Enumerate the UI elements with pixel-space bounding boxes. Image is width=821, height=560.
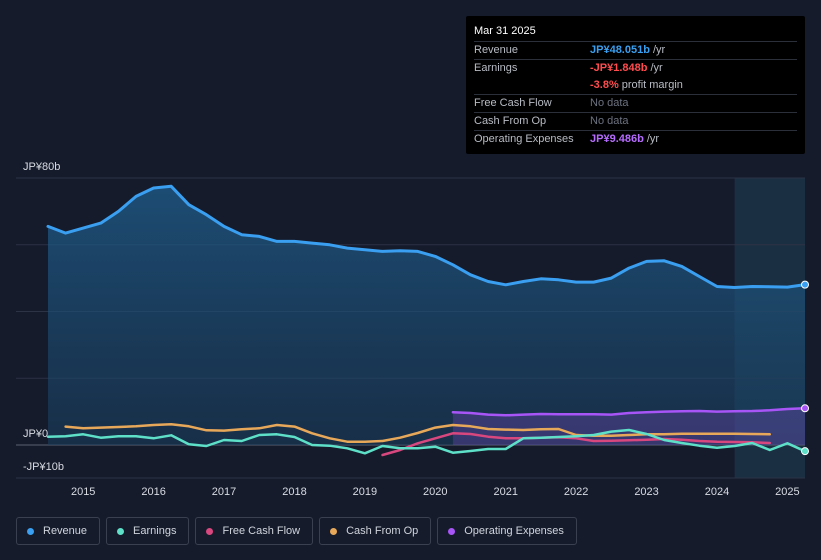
- tooltip-label-opex: Operating Expenses: [474, 133, 574, 145]
- x-tick-2016: 2016: [141, 486, 165, 498]
- tooltip-label-revenue: Revenue: [474, 44, 519, 56]
- legend-operating-expenses-dot: [448, 527, 456, 535]
- operating-expenses-line: [451, 407, 807, 417]
- earnings-end-marker: [801, 447, 809, 456]
- tooltip-label-earnings: Earnings: [474, 62, 518, 74]
- y-label-0: JP¥80b: [23, 161, 60, 173]
- tooltip-date: Mar 31 2025: [474, 22, 797, 42]
- operating-expenses-end-marker: [801, 404, 809, 413]
- revenue-line: [46, 184, 807, 289]
- x-tick-2018: 2018: [282, 486, 306, 498]
- tooltip-row-earnings: Earnings -JP¥1.848b/yr: [474, 60, 797, 77]
- free-cash-flow-line: [381, 432, 772, 457]
- x-tick-2019: 2019: [353, 486, 377, 498]
- tooltip-label-fcf: Free Cash Flow: [474, 97, 552, 109]
- tooltip-unit-margin: profit margin: [621, 79, 683, 91]
- legend-free-cash-flow[interactable]: Free Cash Flow: [195, 517, 314, 545]
- tooltip-label-cfo: Cash From Op: [474, 115, 547, 127]
- tooltip-unit-revenue: /yr: [652, 44, 666, 56]
- legend-earnings-dot: [117, 527, 125, 535]
- legend-operating-expenses[interactable]: Operating Expenses: [437, 517, 577, 545]
- x-tick-2025: 2025: [775, 486, 799, 498]
- operating-expenses-area: [452, 408, 805, 445]
- legend-cash-from-op-label: Cash From Op: [346, 525, 419, 537]
- x-tick-2021: 2021: [493, 486, 517, 498]
- tooltip-row-fcf: Free Cash Flow No data: [474, 95, 797, 113]
- tooltip-row-revenue: Revenue JP¥48.051b/yr: [474, 42, 797, 60]
- tooltip-row-margin: -3.8% profit margin: [474, 77, 797, 95]
- legend-free-cash-flow-dot: [206, 527, 214, 535]
- legend-operating-expenses-label: Operating Expenses: [464, 525, 564, 537]
- legend-earnings-label: Earnings: [133, 525, 177, 537]
- earnings-line: [46, 428, 807, 455]
- y-label-1: JP¥0: [23, 428, 48, 440]
- legend-cash-from-op[interactable]: Cash From Op: [319, 517, 432, 545]
- tooltip-value-cfo: No data: [590, 115, 629, 127]
- cash-from-op-line: [64, 423, 772, 443]
- tooltip-unit-opex: /yr: [646, 133, 660, 145]
- legend-free-cash-flow-label: Free Cash Flow: [222, 525, 301, 537]
- tooltip-value-opex: JP¥9.486b: [590, 133, 644, 145]
- x-tick-2020: 2020: [423, 486, 447, 498]
- x-tick-2015: 2015: [71, 486, 95, 498]
- legend-revenue-dot: [27, 527, 34, 535]
- tooltip-row-cfo: Cash From Op No data: [474, 113, 797, 131]
- financials-chart: JP¥80b JP¥0 -JP¥10b 2015 2016 2017 2018 2019 202…: [16, 161, 809, 498]
- tooltip-value-fcf: No data: [590, 97, 629, 109]
- tooltip-row-opex: Operating Expenses JP¥9.486b/yr: [474, 131, 797, 148]
- tooltip-unit-earnings: /yr: [650, 62, 663, 74]
- revenue-area: [48, 186, 805, 446]
- chart-legend: Revenue Earnings Free Cash Flow Cash Fro…: [16, 517, 577, 545]
- data-tooltip: Mar 31 2025 Revenue JP¥48.051b/yr Earnin…: [466, 16, 805, 154]
- x-tick-2022: 2022: [564, 486, 588, 498]
- tooltip-value-margin: -3.8%: [590, 79, 619, 91]
- legend-revenue[interactable]: Revenue: [16, 517, 101, 545]
- x-tick-2024: 2024: [705, 486, 729, 498]
- y-label-2: -JP¥10b: [23, 461, 64, 473]
- x-tick-2023: 2023: [634, 486, 658, 498]
- legend-revenue-label: Revenue: [43, 525, 88, 537]
- legend-cash-from-op-dot: [330, 527, 338, 535]
- tooltip-value-earnings: -JP¥1.848b: [590, 62, 648, 74]
- legend-earnings[interactable]: Earnings: [106, 517, 190, 545]
- tooltip-value-revenue: JP¥48.051b: [590, 44, 650, 56]
- revenue-end-marker: [801, 280, 809, 289]
- x-tick-2017: 2017: [212, 486, 236, 498]
